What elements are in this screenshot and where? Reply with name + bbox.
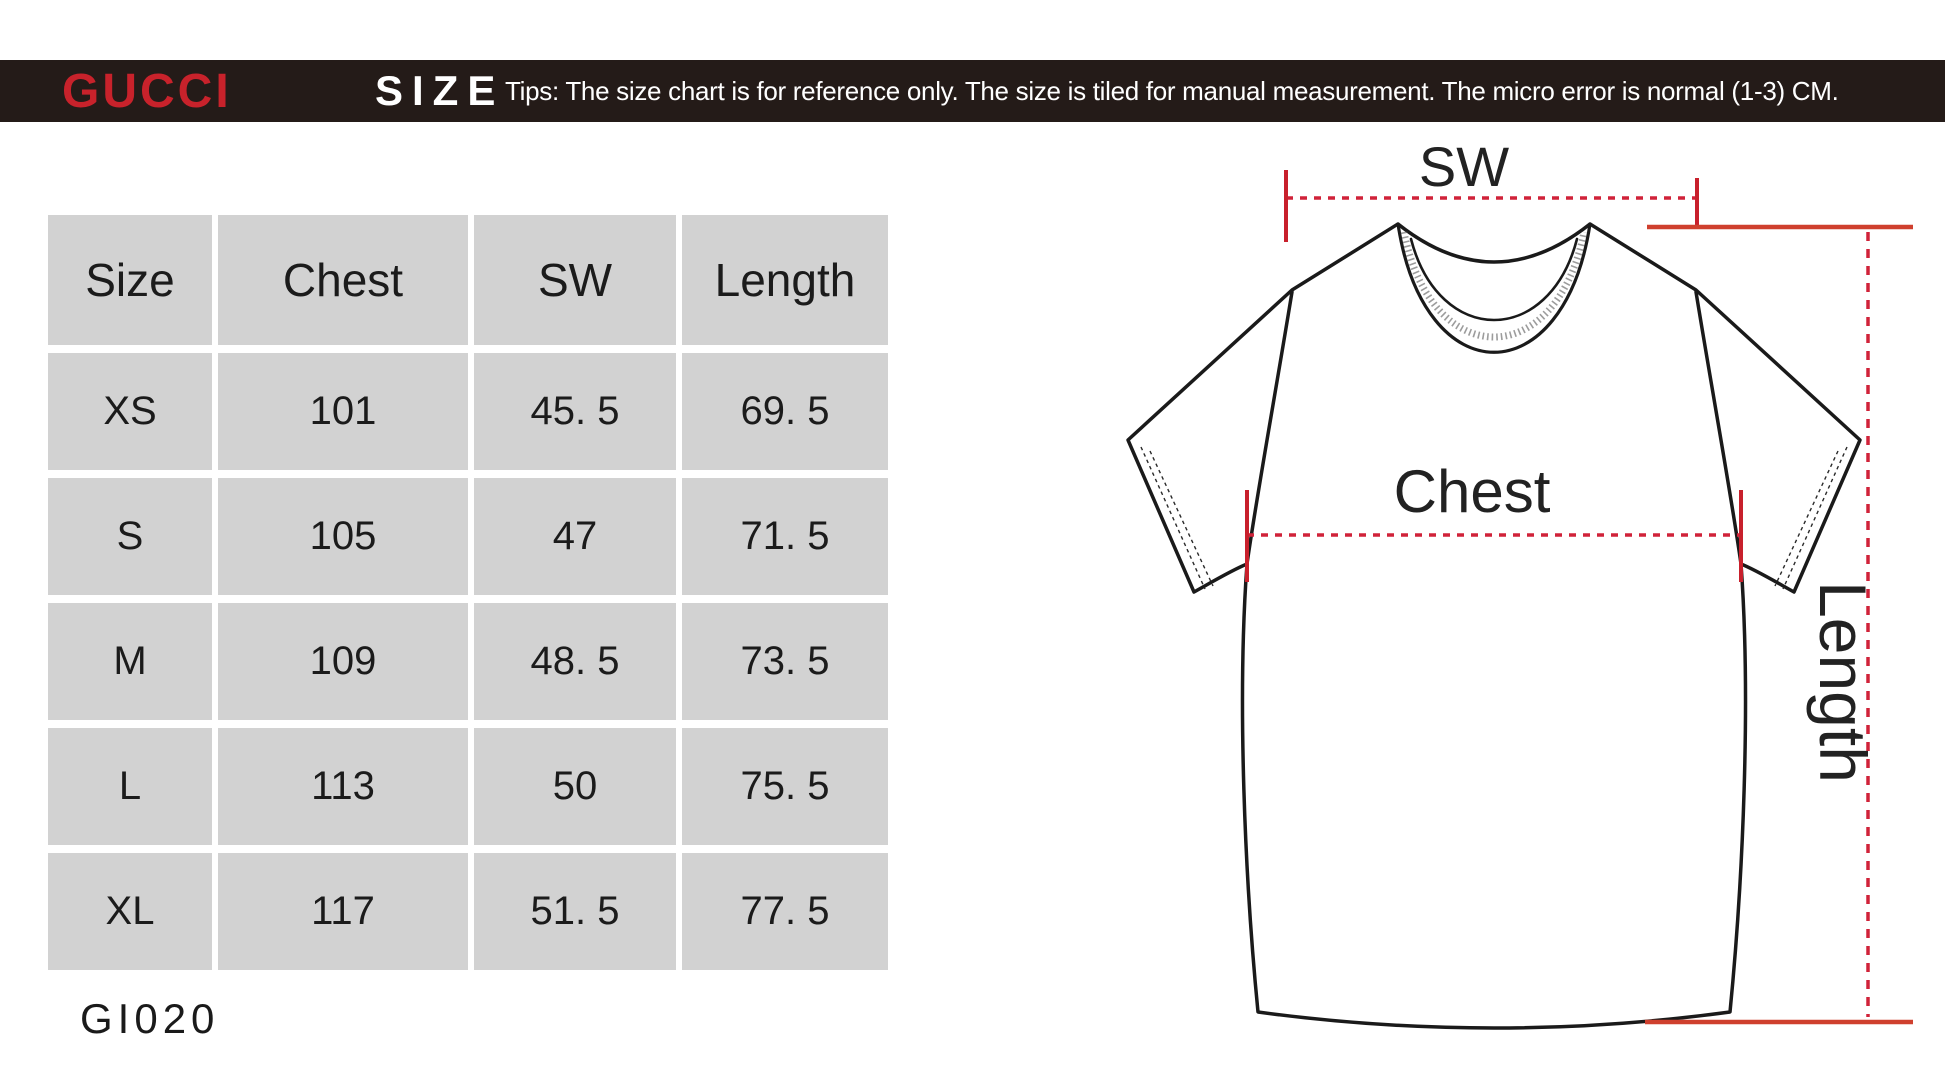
column-header-chest: Chest <box>218 215 468 345</box>
table-cell: 73. 5 <box>682 603 888 720</box>
length-measure: Length <box>1645 224 1913 1025</box>
table-cell: 75. 5 <box>682 728 888 845</box>
header-bar: GUCCI SIZE Tips: The size chart is for r… <box>0 60 1945 122</box>
table-cell: 77. 5 <box>682 853 888 970</box>
product-code: GI020 <box>80 995 220 1042</box>
collar-rib-texture <box>1400 231 1588 341</box>
tips-text: Tips: The size chart is for reference on… <box>505 75 1839 106</box>
table-cell: 45. 5 <box>474 353 676 470</box>
table-cell: 47 <box>474 478 676 595</box>
table-cell: 117 <box>218 853 468 970</box>
size-table: Size Chest SW Length XS 101 45. 5 69. 5 S 105 47 71… <box>48 215 888 970</box>
chest-measure: Chest <box>1245 458 1743 582</box>
sleeve-stitching <box>1140 446 1848 590</box>
table-cell: 48. 5 <box>474 603 676 720</box>
column-header-length: Length <box>682 215 888 345</box>
chest-label: Chest <box>1394 458 1551 525</box>
row-size-label: XS <box>48 353 212 470</box>
sw-measure: SW <box>1284 135 1699 242</box>
tshirt-measurement-diagram: SW Chest Length <box>1126 135 1913 1030</box>
row-size-label: L <box>48 728 212 845</box>
left-armhole-seam <box>1245 290 1294 566</box>
right-armhole-seam <box>1694 290 1743 566</box>
table-cell: 105 <box>218 478 468 595</box>
collar-inner-edge <box>1409 237 1579 322</box>
table-cell: 69. 5 <box>682 353 888 470</box>
collar-outer-edge <box>1396 222 1592 354</box>
column-header-size: Size <box>48 215 212 345</box>
sw-label: SW <box>1419 135 1509 198</box>
table-cell: 109 <box>218 603 468 720</box>
tshirt-outline <box>1126 222 1862 1030</box>
row-size-label: M <box>48 603 212 720</box>
table-cell: 51. 5 <box>474 853 676 970</box>
column-header-sw: SW <box>474 215 676 345</box>
table-cell: 71. 5 <box>682 478 888 595</box>
row-size-label: S <box>48 478 212 595</box>
length-label: Length <box>1806 581 1880 783</box>
table-cell: 113 <box>218 728 468 845</box>
size-chart-title: SIZE <box>375 67 505 114</box>
brand-logo: GUCCI <box>62 64 232 118</box>
row-size-label: XL <box>48 853 212 970</box>
table-cell: 50 <box>474 728 676 845</box>
table-cell: 101 <box>218 353 468 470</box>
